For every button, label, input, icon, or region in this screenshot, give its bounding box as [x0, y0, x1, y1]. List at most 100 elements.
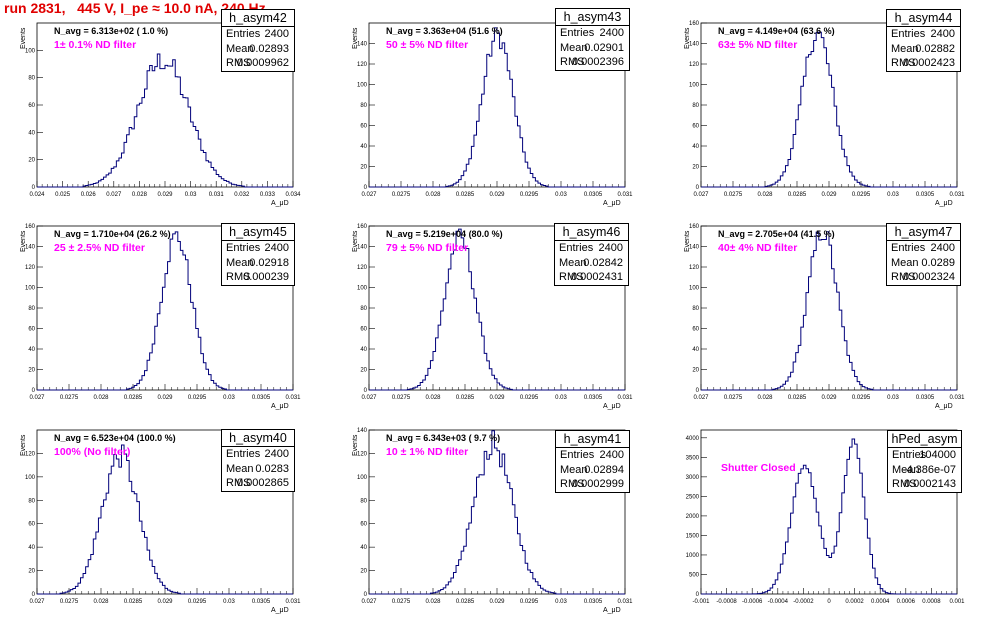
navg-label: N_avg = 5.219e+04 (80.0 %): [386, 229, 503, 239]
x-tick-label: 0.03: [887, 395, 899, 401]
filter-label: 63± 5% ND filter: [718, 39, 798, 51]
x-tick-label: 0.031: [617, 192, 633, 198]
navg-label: N_avg = 3.363e+04 (51.6 %): [386, 26, 503, 36]
stats-title: h_asym42: [222, 10, 294, 27]
x-tick-label: 0.0002: [845, 599, 864, 605]
stats-row-rms: RMS 0.0002865: [222, 476, 294, 491]
x-tick-label: 0.0275: [392, 599, 411, 605]
y-tick-label: 2500: [686, 494, 700, 500]
x-tick-label: 0.027: [361, 395, 377, 401]
x-tick-label: 0.028: [93, 599, 109, 605]
stats-box: h_asym47 Entries 2400 Mean 0.0289 RMS 0.000232…: [886, 223, 961, 286]
x-tick-label: 0.0275: [60, 599, 79, 605]
stats-row-entries: Entries 2400: [887, 241, 960, 256]
filter-label: Shutter Closed: [721, 462, 796, 474]
x-tick-label: 0.029: [821, 192, 837, 198]
filter-label: 100% (No filter): [54, 446, 131, 458]
x-tick-label: 0.025: [55, 192, 71, 198]
y-tick-label: 80: [360, 498, 367, 504]
x-tick-label: 0.028: [757, 192, 773, 198]
x-tick-label: 0.0285: [124, 599, 143, 605]
x-axis-label: A_μD: [271, 200, 289, 207]
stats-value: 0.0002324: [903, 271, 955, 283]
x-tick-label: 0.0295: [188, 395, 207, 401]
stats-key: Entries: [891, 242, 926, 254]
x-tick-label: 0.0295: [188, 599, 207, 605]
x-tick-label: 0.0305: [916, 395, 935, 401]
histogram-plot: 0.027 0.0275 0.028 0.0285 0.029 0.0295 0.03 0.0…: [25, 429, 301, 605]
y-tick-label: 60: [692, 327, 699, 333]
x-tick-label: 0.0275: [392, 395, 411, 401]
x-tick-label: 0.0295: [520, 599, 539, 605]
x-tick-label: 0.03: [223, 599, 235, 605]
x-tick-label: 0.0285: [456, 599, 475, 605]
stats-title: h_asym44: [887, 10, 960, 27]
y-tick-label: 20: [28, 368, 35, 374]
y-tick-label: 120: [25, 451, 36, 457]
stats-value: 104000: [919, 449, 956, 461]
y-axis-label: Events: [684, 27, 691, 49]
y-tick-label: 0: [32, 592, 36, 598]
x-tick-label: 0.0275: [60, 395, 79, 401]
stats-title: h_asym43: [556, 9, 629, 26]
y-tick-label: 120: [689, 265, 700, 271]
stats-value: 2400: [264, 28, 289, 40]
y-tick-label: 0: [364, 185, 368, 191]
y-tick-label: 2000: [686, 514, 700, 520]
stats-box: h_asym44 Entries 2400 Mean 0.02882 RMS 0.00024…: [886, 9, 961, 72]
stats-value: 0.02894: [584, 463, 624, 476]
x-axis-label: A_μD: [935, 200, 953, 207]
stats-key: RMS: [560, 478, 585, 490]
y-tick-label: 120: [357, 265, 368, 271]
histogram-panel-h_asym46: 0.027 0.0275 0.028 0.0285 0.029 0.0295 0.03 0.0…: [332, 217, 664, 420]
x-tick-label: 0.029: [157, 395, 173, 401]
stats-row-mean: Mean 0.02901: [556, 41, 629, 56]
stats-key: RMS: [892, 478, 917, 490]
y-axis-label: Events: [20, 230, 27, 252]
stats-title: h_asym45: [222, 224, 294, 241]
x-tick-label: 0.0004: [871, 599, 890, 605]
stats-key: Entries: [560, 27, 595, 39]
y-tick-label: 100: [689, 83, 700, 89]
x-tick-label: 0.031: [949, 192, 965, 198]
x-tick-label: 0.027: [361, 599, 377, 605]
histogram-panel-h_asym40: 0.027 0.0275 0.028 0.0285 0.029 0.0295 0.03 0.0…: [0, 421, 332, 624]
x-tick-label: 0.0305: [584, 395, 603, 401]
filter-label: 50 ± 5% ND filter: [386, 39, 469, 51]
histogram-panel-h_asym47: 0.027 0.0275 0.028 0.0285 0.029 0.0295 0.03 0.0…: [664, 217, 996, 420]
stats-value: 0.0002865: [237, 477, 289, 489]
stats-value: 0.0283: [255, 462, 289, 475]
y-tick-label: 20: [28, 569, 35, 575]
y-tick-label: 100: [25, 286, 36, 292]
x-axis-label: A_μD: [603, 607, 621, 614]
stats-value: 0.0002431: [571, 271, 623, 283]
x-axis-label: A_μD: [271, 607, 289, 614]
x-axis-label: A_μD: [271, 403, 289, 410]
x-tick-label: 0.027: [29, 599, 45, 605]
stats-box: h_asym43 Entries 2400 Mean 0.02901 RMS 0.00023…: [555, 8, 630, 71]
x-tick-label: 0.028: [425, 395, 441, 401]
navg-label: N_avg = 2.705e+04 (41.5 %): [718, 229, 835, 239]
x-tick-label: 0.031: [285, 395, 301, 401]
stats-row-mean: Mean -4.386e-07: [888, 463, 961, 478]
stats-value: 0.02842: [583, 256, 623, 269]
x-tick-label: 0.0006: [897, 599, 916, 605]
filter-label: 40± 4% ND filter: [718, 242, 798, 254]
histogram-plot: 0.027 0.0275 0.028 0.0285 0.029 0.0295 0.03 0.0…: [25, 224, 301, 401]
x-tick-label: 0.031: [209, 192, 225, 198]
stats-value: 0.0289: [921, 256, 955, 269]
stats-box: h_asym46 Entries 2400 Mean 0.02842 RMS 0.00024…: [554, 223, 629, 286]
stats-value: 0.02918: [249, 256, 289, 269]
stats-row-entries: Entries 2400: [887, 27, 960, 42]
y-tick-label: 40: [692, 144, 699, 150]
y-tick-label: 80: [360, 306, 367, 312]
stats-row-entries: Entries 104000: [888, 448, 961, 463]
y-axis-label: Events: [684, 230, 691, 252]
y-tick-label: 140: [25, 245, 36, 251]
stats-value: 2400: [599, 449, 624, 461]
y-tick-label: 120: [25, 265, 36, 271]
x-tick-label: 0.0305: [916, 192, 935, 198]
y-tick-label: 0: [32, 388, 36, 394]
y-tick-label: 60: [360, 124, 367, 130]
y-tick-label: 140: [689, 42, 700, 48]
